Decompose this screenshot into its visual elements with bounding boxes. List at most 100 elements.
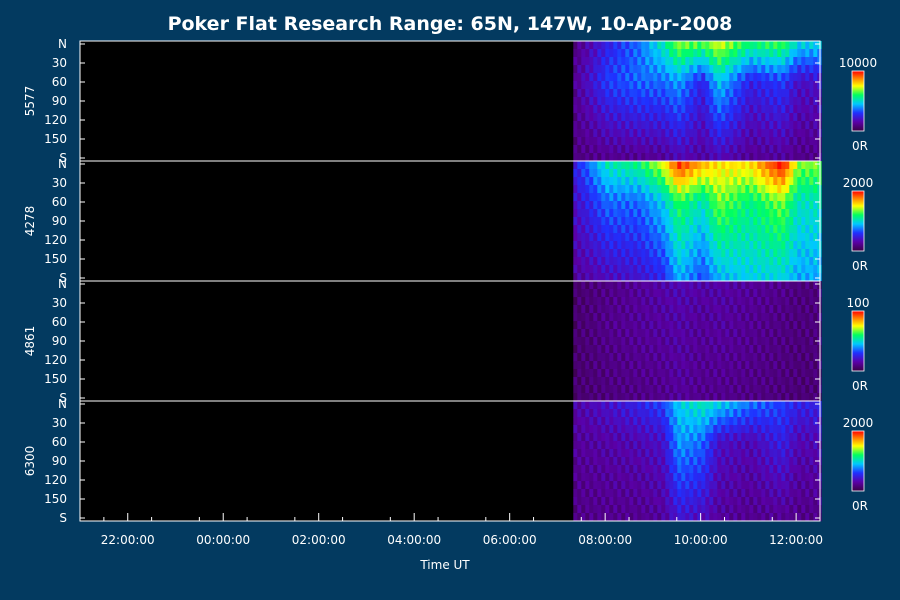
heatmap-cell	[669, 489, 674, 498]
heatmap-cell	[617, 273, 622, 282]
heatmap-cell	[629, 225, 634, 234]
heatmap-cell	[589, 337, 594, 346]
heatmap-cell	[809, 281, 814, 290]
heatmap-cell	[641, 145, 646, 154]
heatmap-cell	[577, 289, 582, 298]
heatmap-cell	[785, 241, 790, 250]
heatmap-cell	[793, 137, 798, 146]
heatmap-cell	[641, 265, 646, 274]
heatmap-cell	[637, 305, 642, 314]
heatmap-cell	[705, 313, 710, 322]
heatmap-cell	[641, 209, 646, 218]
heatmap-cell	[645, 313, 650, 322]
heatmap-cell	[737, 201, 742, 210]
heatmap-cell	[753, 321, 758, 330]
heatmap-cell	[705, 369, 710, 378]
heatmap-cell	[609, 57, 614, 66]
heatmap-cell	[581, 337, 586, 346]
heatmap-cell	[793, 289, 798, 298]
heatmap-cell	[749, 281, 754, 290]
heatmap-cell	[617, 81, 622, 90]
heatmap-cell	[721, 289, 726, 298]
heatmap-cell	[677, 233, 682, 242]
heatmap-cell	[645, 273, 650, 282]
heatmap-cell	[757, 417, 762, 426]
heatmap-cell	[665, 161, 670, 170]
heatmap-cell	[689, 329, 694, 338]
heatmap-cell	[725, 473, 730, 482]
heatmap-cell	[753, 345, 758, 354]
heatmap-cell	[781, 177, 786, 186]
heatmap-cell	[745, 297, 750, 306]
heatmap-cell	[601, 417, 606, 426]
heatmap-cell	[773, 201, 778, 210]
heatmap-cell	[697, 497, 702, 506]
heatmap-cell	[609, 233, 614, 242]
heatmap-cell	[641, 225, 646, 234]
heatmap-cell	[809, 105, 814, 114]
heatmap-cell	[617, 137, 622, 146]
heatmap-cell	[733, 289, 738, 298]
heatmap-cell	[645, 225, 650, 234]
heatmap-cell	[649, 265, 654, 274]
heatmap-cell	[817, 105, 822, 114]
colorbar-max-label: 10000	[839, 56, 877, 70]
heatmap-cell	[701, 313, 706, 322]
heatmap-cell	[625, 489, 630, 498]
heatmap-cell	[581, 233, 586, 242]
heatmap-cell	[689, 225, 694, 234]
heatmap-cell	[669, 441, 674, 450]
heatmap-cell	[649, 369, 654, 378]
heatmap-cell	[697, 473, 702, 482]
heatmap-cell	[737, 185, 742, 194]
heatmap-cell	[813, 473, 818, 482]
heatmap-cell	[621, 441, 626, 450]
heatmap-cell	[777, 505, 782, 514]
heatmap-cell	[709, 473, 714, 482]
heatmap-cell	[785, 209, 790, 218]
heatmap-cell	[761, 49, 766, 58]
heatmap-cell	[669, 265, 674, 274]
heatmap-cell	[789, 457, 794, 466]
heatmap-cell	[573, 377, 578, 386]
heatmap-cell	[761, 473, 766, 482]
heatmap-cell	[789, 49, 794, 58]
heatmap-cell	[673, 417, 678, 426]
heatmap-cell	[725, 161, 730, 170]
heatmap-cell	[757, 233, 762, 242]
heatmap-cell	[661, 73, 666, 82]
heatmap-cell	[585, 465, 590, 474]
heatmap-cell	[697, 393, 702, 402]
heatmap-cell	[665, 513, 670, 522]
heatmap-cell	[605, 329, 610, 338]
heatmap-cell	[681, 425, 686, 434]
heatmap-cell	[797, 65, 802, 74]
heatmap-cell	[673, 433, 678, 442]
heatmap-cell	[689, 169, 694, 178]
heatmap-cell	[609, 81, 614, 90]
y-tick-label: N	[58, 397, 67, 411]
heatmap-cell	[797, 449, 802, 458]
heatmap-cell	[713, 457, 718, 466]
heatmap-cell	[629, 433, 634, 442]
heatmap-cell	[761, 449, 766, 458]
heatmap-cell	[657, 73, 662, 82]
heatmap-cell	[605, 457, 610, 466]
heatmap-cell	[681, 369, 686, 378]
heatmap-cell	[753, 417, 758, 426]
heatmap-cell	[757, 361, 762, 370]
heatmap-cell	[725, 305, 730, 314]
heatmap-cell	[729, 497, 734, 506]
heatmap-cell	[605, 257, 610, 266]
heatmap-cell	[737, 257, 742, 266]
heatmap-cell	[773, 401, 778, 410]
heatmap-cell	[713, 345, 718, 354]
heatmap-cell	[801, 377, 806, 386]
heatmap-cell	[581, 425, 586, 434]
heatmap-cell	[709, 417, 714, 426]
heatmap-cell	[809, 73, 814, 82]
heatmap-cell	[717, 57, 722, 66]
heatmap-cell	[749, 457, 754, 466]
heatmap-cell	[765, 361, 770, 370]
